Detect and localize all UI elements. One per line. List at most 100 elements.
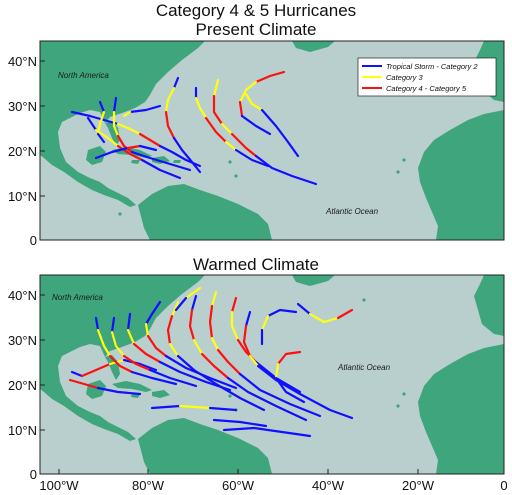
- hurricane-track: [256, 364, 354, 420]
- x-tick-label: 0: [500, 478, 507, 493]
- island: [118, 212, 122, 216]
- atlantic-ocean-label: Atlantic Ocean: [337, 363, 391, 372]
- hurricane-track: [94, 316, 100, 332]
- europe-land: [474, 275, 504, 336]
- hurricane-track: [266, 308, 298, 318]
- island: [396, 170, 400, 174]
- hurricane-track: [126, 312, 132, 332]
- hurricane-track: [200, 352, 230, 380]
- hurricane-track: [224, 140, 238, 152]
- hurricane-track: [116, 122, 142, 136]
- figure-title: Category 4 & 5 Hurricanes: [155, 1, 357, 20]
- hurricane-track: [230, 310, 240, 342]
- island: [362, 298, 366, 302]
- island: [402, 392, 406, 396]
- present-climate-map: North America Atlantic Ocean Tropical St…: [8, 40, 505, 248]
- hurricane-track: [204, 116, 228, 144]
- hurricane-track: [148, 368, 198, 388]
- hurricane-track: [86, 116, 98, 132]
- island: [234, 174, 238, 178]
- florida-land: [105, 121, 120, 146]
- hurricane-track: [164, 86, 176, 114]
- hurricane-track: [96, 328, 112, 358]
- hurricane-track: [194, 96, 208, 120]
- hurricane-track: [122, 110, 132, 118]
- hurricane-track: [96, 110, 106, 136]
- hurricane-track: [192, 338, 204, 356]
- hurricane-track: [122, 358, 158, 372]
- y-tick-label: 10°N: [8, 423, 37, 438]
- hurricane-track: [260, 314, 270, 332]
- hurricane-track: [210, 336, 220, 352]
- warmed-tracks: [68, 286, 354, 438]
- map-frame: [39, 274, 505, 475]
- hurricane-track: [96, 132, 106, 144]
- hurricane-track: [234, 148, 270, 168]
- x-tick-label: 100°W: [39, 478, 79, 493]
- x-tick-label: 40°W: [312, 478, 345, 493]
- hurricane-track: [130, 370, 178, 386]
- hurricane-track: [238, 100, 244, 118]
- hurricane-track: [308, 312, 340, 324]
- hurricane-track: [138, 132, 162, 148]
- south-america-land: [138, 184, 272, 240]
- hurricane-track: [212, 78, 220, 98]
- hurricane-track: [164, 110, 176, 140]
- hurricane-track: [274, 362, 280, 380]
- hurricane-track: [230, 132, 258, 158]
- hurricane-track: [126, 328, 136, 346]
- hurricane-track: [184, 286, 202, 300]
- hurricane-track: [244, 310, 252, 328]
- warmed-climate-map: North America Atlantic Ocean 40°N 30°N 2…: [8, 274, 508, 493]
- hurricane-track: [172, 136, 202, 174]
- africa-land: [418, 110, 504, 240]
- hurricane-track: [276, 350, 302, 366]
- hurricane-track: [208, 406, 238, 412]
- hurricane-track: [144, 322, 150, 338]
- hurricane-track: [274, 376, 306, 404]
- legend-label-tropical-storm: Tropical Storm - Category 2: [386, 62, 478, 71]
- hurricane-track: [140, 158, 182, 180]
- hurricane-track: [336, 308, 354, 320]
- south-america-land: [138, 418, 272, 474]
- hurricane-track: [94, 128, 120, 148]
- hurricane-track: [130, 150, 192, 172]
- y-tick-label: 10°N: [8, 189, 37, 204]
- y-tick-label: 20°N: [8, 144, 37, 159]
- north-america-label: North America: [52, 293, 103, 302]
- panel2-y-axis: 40°N 30°N 20°N 10°N 0: [8, 288, 45, 482]
- hurricane-track: [108, 354, 134, 374]
- jamaica-land: [131, 160, 140, 164]
- puerto-rico-land: [173, 160, 181, 163]
- atlantic-ocean-label: Atlantic Ocean: [325, 207, 379, 216]
- hurricane-track: [176, 354, 266, 412]
- hurricane-track: [150, 404, 182, 410]
- panel2-title: Warmed Climate: [193, 255, 319, 274]
- hurricane-track: [94, 146, 130, 160]
- hurricane-track: [178, 404, 212, 410]
- legend-label-category4-5: Category 4 - Category 5: [386, 84, 467, 93]
- jamaica-land: [131, 394, 140, 398]
- hurricane-track: [212, 418, 268, 428]
- africa-land: [418, 344, 504, 474]
- hurricane-track: [138, 144, 158, 152]
- hurricane-track: [220, 122, 234, 136]
- hurricane-track: [240, 114, 272, 136]
- hurricane-track: [296, 302, 312, 316]
- greenland-land: [292, 41, 335, 52]
- hurricane-track: [168, 342, 180, 358]
- hurricane-track: [242, 324, 252, 358]
- hurricane-track: [222, 426, 312, 438]
- hurricane-track: [174, 296, 188, 312]
- x-tick-label: 20°W: [402, 478, 435, 493]
- legend: Tropical Storm - Category 2 Category 3 C…: [357, 57, 497, 97]
- legend-label-category3: Category 3: [386, 73, 424, 82]
- hurricane-track: [172, 76, 180, 90]
- x-tick-label: 60°W: [222, 478, 255, 493]
- x-tick-label: 80°W: [132, 478, 165, 493]
- hurricane-track: [254, 154, 318, 186]
- north-america-label: North America: [58, 71, 109, 80]
- hurricane-track: [146, 334, 168, 358]
- hurricane-track: [254, 70, 286, 84]
- hurricane-track: [260, 108, 300, 158]
